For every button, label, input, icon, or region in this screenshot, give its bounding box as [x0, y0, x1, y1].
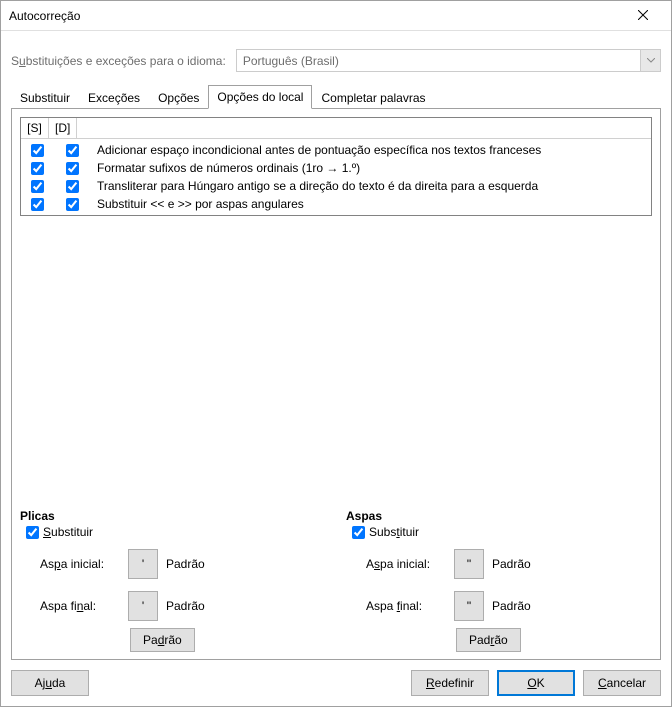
option-row[interactable]: Substituir << e >> por aspas angulares — [21, 195, 651, 213]
dialog-window: Autocorreção Substituições e exceções pa… — [0, 0, 672, 707]
plicas-initial-row: Aspa inicial: ' Padrão — [20, 549, 326, 579]
help-button[interactable]: Ajuda — [11, 670, 89, 696]
window-title: Autocorreção — [9, 9, 623, 23]
spacer — [20, 216, 652, 499]
aspas-title: Aspas — [346, 509, 652, 523]
titlebar: Autocorreção — [1, 1, 671, 31]
aspas-replace-row: Substituir — [346, 525, 652, 539]
tab-excecoes[interactable]: Exceções — [79, 86, 149, 109]
footer-spacer — [97, 670, 403, 696]
plicas-initial-label: Aspa inicial: — [40, 557, 120, 571]
ok-button[interactable]: OK — [497, 670, 575, 696]
plicas-replace-checkbox[interactable] — [26, 526, 39, 539]
aspas-default-button[interactable]: Padrão — [456, 628, 521, 652]
options-header: [S] [D] — [21, 118, 651, 139]
chevron-down-icon — [640, 50, 660, 71]
plicas-default-button[interactable]: Padrão — [130, 628, 195, 652]
language-label: Substituições e exceções para o idioma: — [11, 54, 226, 68]
aspas-final-char-button[interactable]: " — [454, 591, 484, 621]
content-area: Substituições e exceções para o idioma: … — [1, 31, 671, 660]
col-header-empty — [77, 118, 651, 138]
option-checkbox-s[interactable] — [31, 144, 44, 157]
quotes-area: Plicas Substituir Aspa inicial: ' Padrão… — [20, 509, 652, 651]
plicas-replace-row: Substituir — [20, 525, 326, 539]
tab-completar-palavras[interactable]: Completar palavras — [312, 86, 434, 109]
options-table: [S] [D] Adicionar espaço incondicional a… — [20, 117, 652, 216]
option-checkbox-d[interactable] — [66, 198, 79, 211]
footer: Ajuda Redefinir OK Cancelar — [1, 660, 671, 706]
option-text: Adicionar espaço incondicional antes de … — [97, 143, 645, 157]
plicas-title: Plicas — [20, 509, 326, 523]
tab-substituir[interactable]: Substituir — [11, 86, 79, 109]
option-checkbox-s[interactable] — [31, 180, 44, 193]
aspas-section: Aspas Substituir Aspa inicial: " Padrão … — [346, 509, 652, 651]
option-checkbox-s[interactable] — [31, 198, 44, 211]
option-text: Substituir << e >> por aspas angulares — [97, 197, 645, 211]
option-row[interactable]: Formatar sufixos de números ordinais (1r… — [21, 159, 651, 177]
aspas-initial-std: Padrão — [492, 557, 531, 571]
option-row[interactable]: Adicionar espaço incondicional antes de … — [21, 141, 651, 159]
plicas-final-std: Padrão — [166, 599, 205, 613]
close-button[interactable] — [623, 9, 663, 23]
language-select[interactable]: Português (Brasil) — [236, 49, 661, 72]
col-header-s[interactable]: [S] — [21, 118, 49, 138]
option-checkbox-d[interactable] — [66, 144, 79, 157]
plicas-final-char-button[interactable]: ' — [128, 591, 158, 621]
option-checkbox-d[interactable] — [66, 162, 79, 175]
option-checkbox-s[interactable] — [31, 162, 44, 175]
reset-button[interactable]: Redefinir — [411, 670, 489, 696]
aspas-initial-label: Aspa inicial: — [366, 557, 446, 571]
aspas-initial-row: Aspa inicial: " Padrão — [346, 549, 652, 579]
options-body: Adicionar espaço incondicional antes de … — [21, 139, 651, 215]
col-header-d[interactable]: [D] — [49, 118, 77, 138]
option-checkbox-d[interactable] — [66, 180, 79, 193]
close-icon — [638, 10, 648, 20]
aspas-final-std: Padrão — [492, 599, 531, 613]
aspas-final-row: Aspa final: " Padrão — [346, 591, 652, 621]
plicas-initial-char-button[interactable]: ' — [128, 549, 158, 579]
option-text: Formatar sufixos de números ordinais (1r… — [97, 161, 645, 175]
plicas-final-row: Aspa final: ' Padrão — [20, 591, 326, 621]
tab-opcoes-do-local[interactable]: Opções do local — [208, 85, 312, 109]
cancel-button[interactable]: Cancelar — [583, 670, 661, 696]
option-text: Transliterar para Húngaro antigo se a di… — [97, 179, 645, 193]
language-value: Português (Brasil) — [243, 54, 339, 68]
aspas-final-label: Aspa final: — [366, 599, 446, 613]
option-row[interactable]: Transliterar para Húngaro antigo se a di… — [21, 177, 651, 195]
plicas-final-label: Aspa final: — [40, 599, 120, 613]
aspas-default-row: Padrão — [346, 633, 652, 647]
plicas-default-row: Padrão — [20, 633, 326, 647]
language-row: Substituições e exceções para o idioma: … — [11, 49, 661, 72]
plicas-section: Plicas Substituir Aspa inicial: ' Padrão… — [20, 509, 326, 651]
tab-panel: [S] [D] Adicionar espaço incondicional a… — [11, 108, 661, 660]
plicas-initial-std: Padrão — [166, 557, 205, 571]
plicas-replace-label: Substituir — [43, 525, 93, 539]
tab-bar: Substituir Exceções Opções Opções do loc… — [11, 84, 661, 109]
tab-opcoes[interactable]: Opções — [149, 86, 208, 109]
aspas-replace-checkbox[interactable] — [352, 526, 365, 539]
aspas-replace-label: Substituir — [369, 525, 419, 539]
aspas-initial-char-button[interactable]: " — [454, 549, 484, 579]
